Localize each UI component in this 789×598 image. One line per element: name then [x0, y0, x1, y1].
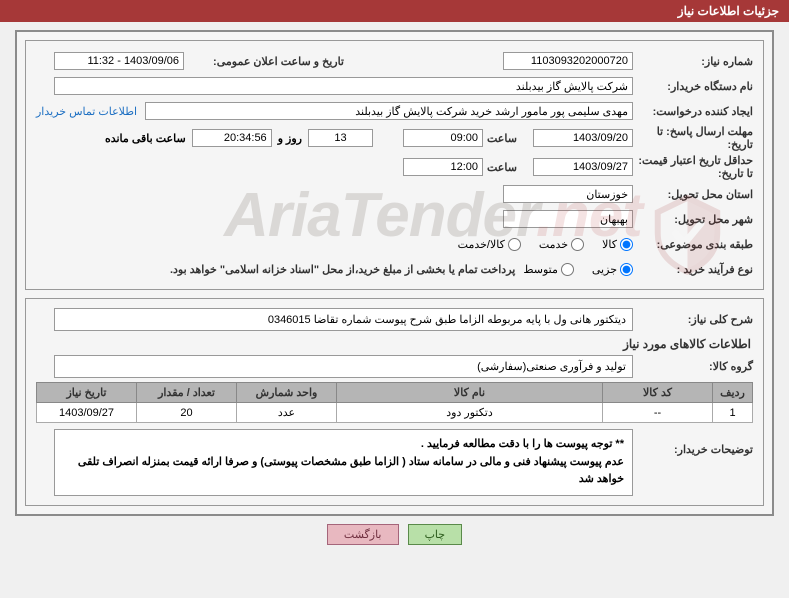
description-panel: شرح کلی نیاز: دیتکتور هانی ول با پایه مر…: [25, 298, 764, 506]
td-date: 1403/09/27: [37, 403, 137, 423]
table-header-row: ردیف کد کالا نام کالا واحد شمارش تعداد /…: [37, 383, 753, 403]
panel-header: جزئیات اطلاعات نیاز: [0, 0, 789, 22]
announce-label: تاریخ و ساعت اعلان عمومی:: [184, 55, 344, 68]
row-city: شهر محل تحویل: بهبهان: [36, 208, 753, 230]
items-table: ردیف کد کالا نام کالا واحد شمارش تعداد /…: [36, 382, 753, 423]
contact-link[interactable]: اطلاعات تماس خریدار: [36, 105, 137, 118]
province-label: استان محل تحویل:: [633, 188, 753, 201]
buyer-desc-label: توضیحات خریدار:: [633, 429, 753, 456]
row-desc: شرح کلی نیاز: دیتکتور هانی ول با پایه مر…: [36, 308, 753, 331]
th-code: کد کالا: [603, 383, 713, 403]
valid-date: 1403/09/27: [533, 158, 633, 176]
details-panel: شماره نیاز: 1103093202000720 تاریخ و ساع…: [25, 40, 764, 290]
valid-time: 12:00: [403, 158, 483, 176]
buyer-value: شرکت پالایش گاز بیدبلند: [54, 77, 633, 95]
radio-service-label: خدمت: [539, 238, 568, 251]
th-row: ردیف: [713, 383, 753, 403]
row-buyer: نام دستگاه خریدار: شرکت پالایش گاز بیدبل…: [36, 75, 753, 97]
radio-partial-label: جزیی: [592, 263, 617, 276]
row-buyer-desc: توضیحات خریدار: ** توجه پیوست ها را با د…: [36, 429, 753, 496]
desc-label: شرح کلی نیاز:: [633, 313, 753, 326]
purchase-label: نوع فرآیند خرید :: [633, 263, 753, 276]
desc-value: دیتکتور هانی ول با پایه مربوطه الزاما طب…: [54, 308, 633, 331]
group-value: تولید و فرآوری صنعتی(سفارشی): [54, 355, 633, 378]
row-purchase-type: نوع فرآیند خرید : جزیی متوسط پرداخت تمام…: [36, 258, 753, 280]
td-name: دتکتور دود: [337, 403, 603, 423]
row-province: استان محل تحویل: خوزستان: [36, 183, 753, 205]
group-label: گروه کالا:: [633, 360, 753, 373]
days-value: 13: [308, 129, 373, 147]
th-unit: واحد شمارش: [237, 383, 337, 403]
category-label: طبقه بندی موضوعی:: [633, 238, 753, 251]
radio-medium[interactable]: متوسط: [523, 263, 574, 276]
row-validity: حداقل تاریخ اعتبار قیمت: تا تاریخ: 1403/…: [36, 154, 753, 180]
deadline-date: 1403/09/20: [533, 129, 633, 147]
buyer-label: نام دستگاه خریدار:: [633, 80, 753, 93]
purchase-radio-group: جزیی متوسط: [523, 263, 633, 276]
province-value: خوزستان: [503, 185, 633, 203]
back-button[interactable]: بازگشت: [327, 524, 399, 545]
info-section-title: اطلاعات کالاهای مورد نیاز: [38, 337, 751, 351]
td-qty: 20: [137, 403, 237, 423]
city-value: بهبهان: [503, 210, 633, 228]
radio-partial[interactable]: جزیی: [592, 263, 633, 276]
need-number-label: شماره نیاز:: [633, 55, 753, 68]
radio-goods-label: کالا: [602, 238, 617, 251]
buyer-desc-value: ** توجه پیوست ها را با دقت مطالعه فرمایی…: [54, 429, 633, 496]
row-group: گروه کالا: تولید و فرآوری صنعتی(سفارشی): [36, 355, 753, 378]
need-number-value: 1103093202000720: [503, 52, 633, 70]
row-creator: ایجاد کننده درخواست: مهدی سلیمی پور مامو…: [36, 100, 753, 122]
td-row: 1: [713, 403, 753, 423]
td-unit: عدد: [237, 403, 337, 423]
row-deadline: مهلت ارسال پاسخ: تا تاریخ: 1403/09/20 سا…: [36, 125, 753, 151]
announce-value: 1403/09/06 - 11:32: [54, 52, 184, 70]
row-need-number: شماره نیاز: 1103093202000720 تاریخ و ساع…: [36, 50, 753, 72]
time-label-2: ساعت: [483, 161, 533, 174]
creator-label: ایجاد کننده درخواست:: [633, 105, 753, 118]
table-row: 1 -- دتکتور دود عدد 20 1403/09/27: [37, 403, 753, 423]
radio-service[interactable]: خدمت: [539, 238, 584, 251]
button-bar: چاپ بازگشت: [0, 516, 789, 553]
valid-label: حداقل تاریخ اعتبار قیمت: تا تاریخ:: [633, 154, 753, 180]
outer-panel: شماره نیاز: 1103093202000720 تاریخ و ساع…: [15, 30, 774, 516]
countdown-value: 20:34:56: [192, 129, 272, 147]
th-date: تاریخ نیاز: [37, 383, 137, 403]
print-button[interactable]: چاپ: [408, 524, 463, 545]
th-name: نام کالا: [337, 383, 603, 403]
deadline-time: 09:00: [403, 129, 483, 147]
radio-medium-label: متوسط: [523, 263, 558, 276]
radio-both-label: کالا/خدمت: [458, 238, 505, 251]
th-qty: تعداد / مقدار: [137, 383, 237, 403]
city-label: شهر محل تحویل:: [633, 213, 753, 226]
row-category: طبقه بندی موضوعی: کالا خدمت کالا/خدمت: [36, 233, 753, 255]
time-label-1: ساعت: [483, 132, 533, 145]
creator-value: مهدی سلیمی پور مامور ارشد خرید شرکت پالا…: [145, 102, 633, 120]
header-title: جزئیات اطلاعات نیاز: [678, 4, 779, 18]
deadline-label: مهلت ارسال پاسخ: تا تاریخ:: [633, 125, 753, 151]
purchase-note: پرداخت تمام یا بخشی از مبلغ خرید،از محل …: [170, 263, 515, 276]
category-radio-group: کالا خدمت کالا/خدمت: [458, 238, 633, 251]
radio-goods[interactable]: کالا: [602, 238, 633, 251]
days-label: روز و: [272, 132, 308, 145]
radio-both[interactable]: کالا/خدمت: [458, 238, 521, 251]
td-code: --: [603, 403, 713, 423]
remain-label: ساعت باقی مانده: [105, 132, 192, 145]
